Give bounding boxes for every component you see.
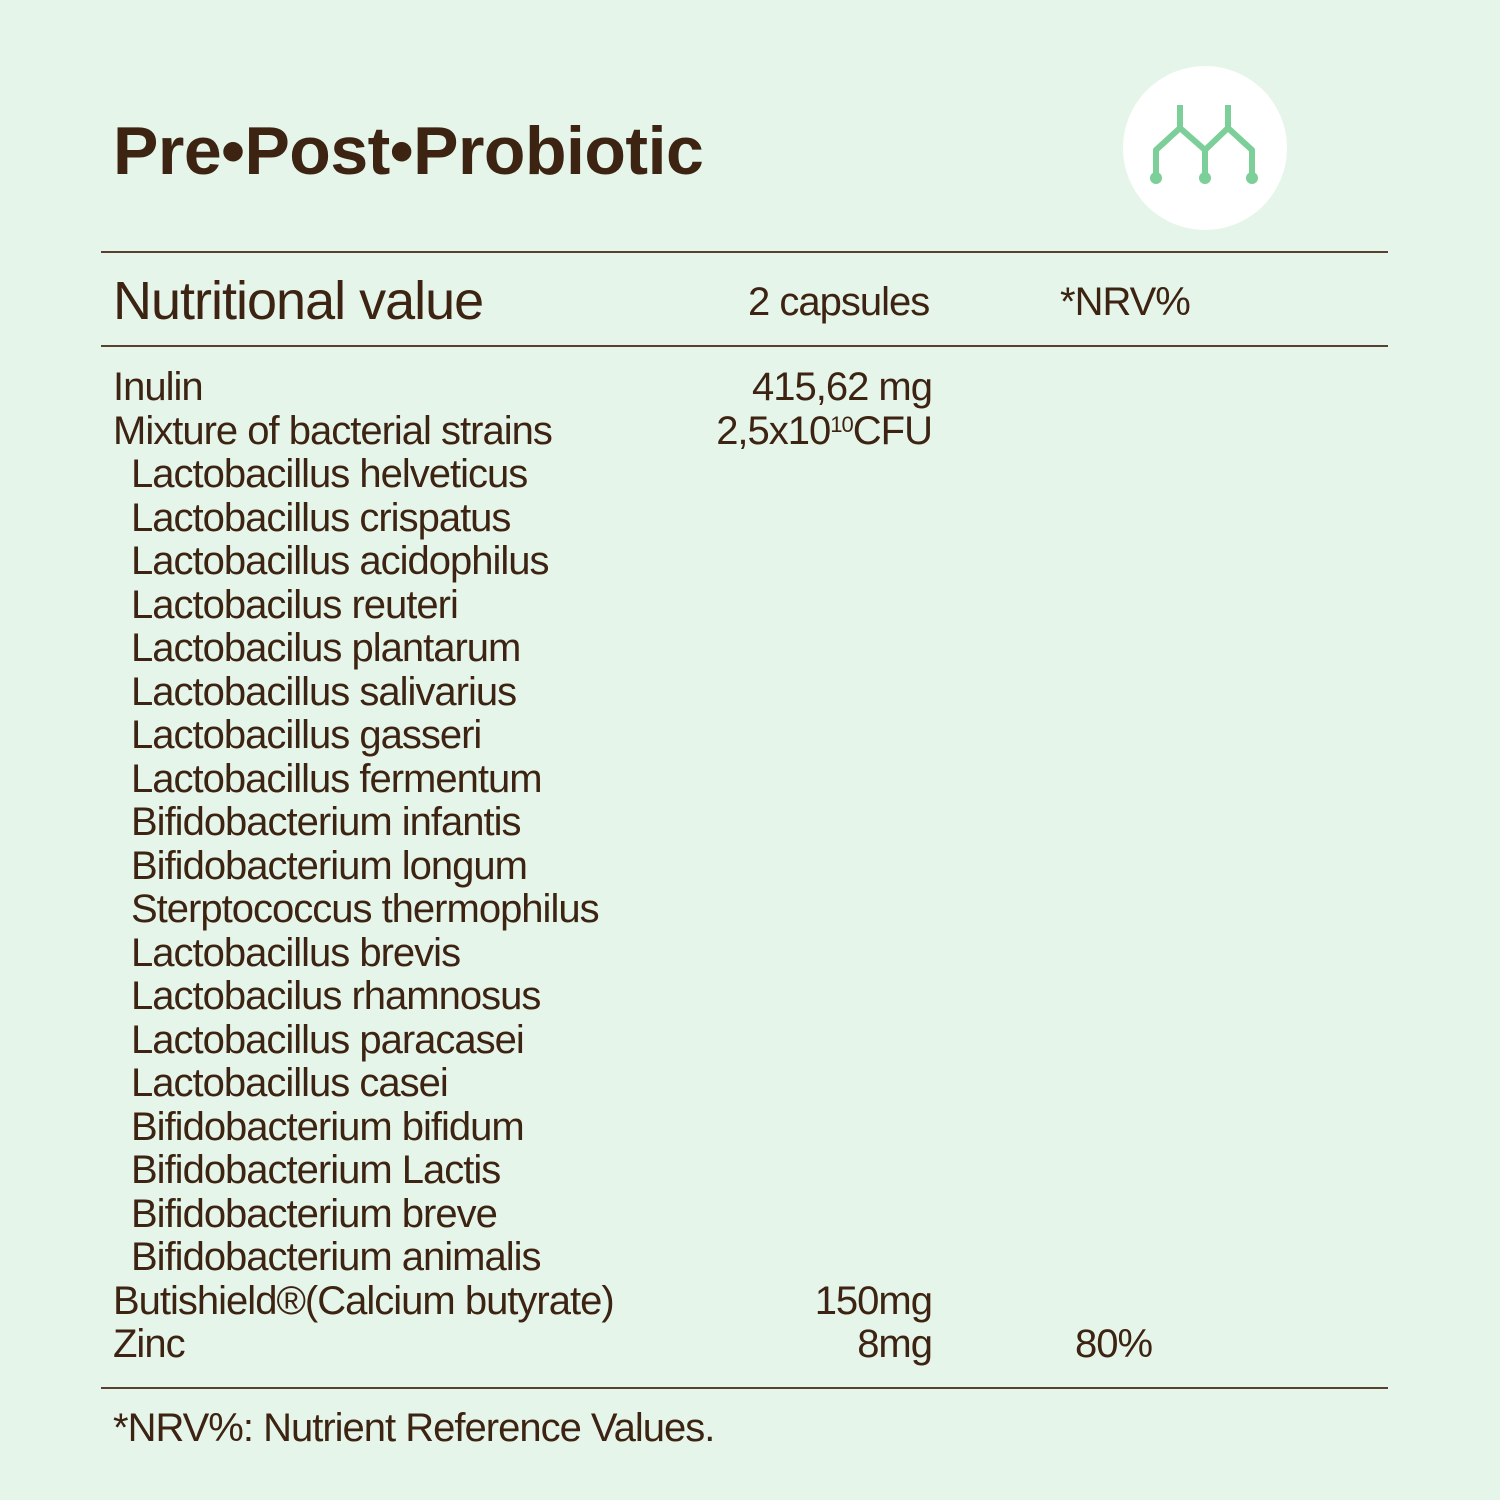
divider	[101, 251, 1388, 253]
table-row: Lactobacillus acidophilus	[113, 539, 1313, 584]
ingredient-name: Sterptococcus thermophilus	[131, 887, 600, 931]
ingredient-name: Bifidobacterium infantis	[131, 800, 522, 844]
table-row: Lactobacilus reuteri	[113, 582, 1313, 628]
ingredient-name: Lactobacilus reuteri	[131, 582, 459, 627]
ingredient-name: Lactobacillus gasseri	[131, 713, 482, 757]
ingredient-name: Lactobacillus acidophilus	[131, 539, 549, 583]
divider	[101, 345, 1388, 347]
amount-base: 2,5x10	[716, 408, 831, 453]
nutrition-table: Inulin 415,62 mg Mixture of bacterial stra…	[113, 365, 1313, 1367]
ingredient-name: Bifidobacterium longum	[131, 843, 528, 888]
ingredient-name: Lactobacillus casei	[131, 1061, 449, 1105]
table-row: Inulin 415,62 mg	[113, 365, 1313, 410]
header-nutritional-value: Nutritional value	[113, 271, 484, 331]
ingredient-name: Lactobacillus fermentum	[131, 756, 543, 801]
amount-unit: CFU	[852, 408, 933, 453]
divider	[101, 1387, 1388, 1389]
amount-exponent: 10	[830, 411, 854, 437]
table-row: Bifidobacterium infantis	[113, 800, 1313, 845]
ingredient-name: Bifidobacterium bifidum	[131, 1104, 525, 1149]
table-row: Lactobacillus brevis	[113, 930, 1313, 976]
table-row: Lactobacillus fermentum	[113, 756, 1313, 802]
ingredient-name: Lactobacillus paracasei	[131, 1017, 525, 1062]
ingredient-name: Lactobacilus plantarum	[131, 626, 521, 670]
table-row: Lactobacillus helveticus	[113, 452, 1313, 497]
ingredient-name: Butishield®(Calcium butyrate)	[113, 1278, 615, 1323]
table-row: Lactobacillus crispatus	[113, 495, 1313, 541]
ingredient-name: Zinc	[113, 1322, 186, 1366]
table-row: Lactobacillus paracasei	[113, 1017, 1313, 1063]
table-row: Lactobacillus salivarius	[113, 669, 1313, 715]
table-row: Mixture of bacterial strains 2,5x1010CFU	[113, 408, 1313, 454]
ingredient-name: Lactobacillus crispatus	[131, 495, 511, 540]
table-row: Butishield®(Calcium butyrate) 150mg	[113, 1278, 1313, 1324]
table-row: Bifidobacterium longum	[113, 843, 1313, 889]
table-row: Sterptococcus thermophilus	[113, 887, 1313, 932]
footnote: *NRV%: Nutrient Reference Values.	[113, 1406, 715, 1450]
ingredient-name: Bifidobacterium breve	[131, 1191, 498, 1236]
ingredient-name: Bifidobacterium Lactis	[131, 1148, 501, 1192]
ingredient-nrv: 80%	[1075, 1322, 1153, 1366]
header-nrv: *NRV%	[1060, 280, 1191, 324]
ingredient-name: Lactobacillus brevis	[131, 930, 461, 975]
ingredient-name: Lactobacillus salivarius	[131, 669, 517, 714]
ingredient-amount: 415,62 mg	[751, 365, 933, 409]
table-row: Lactobacilus plantarum	[113, 626, 1313, 671]
ingredient-name: Mixture of bacterial strains	[113, 408, 553, 453]
table-row: Bifidobacterium Lactis	[113, 1148, 1313, 1193]
ingredient-amount: 8mg	[857, 1322, 933, 1366]
ingredient-name: Inulin	[113, 365, 204, 409]
ingredient-name: Lactobacillus helveticus	[131, 452, 528, 496]
ingredient-name: Lactobacilus rhamnosus	[131, 974, 541, 1018]
table-row: Bifidobacterium bifidum	[113, 1104, 1313, 1150]
table-row: Bifidobacterium breve	[113, 1191, 1313, 1237]
ingredient-name: Bifidobacterium animalis	[131, 1235, 542, 1279]
ingredient-amount: 150mg	[814, 1278, 933, 1323]
table-row: Lactobacilus rhamnosus	[113, 974, 1313, 1019]
ingredient-amount: 2,5x1010CFU	[716, 408, 933, 454]
table-row: Lactobacillus casei	[113, 1061, 1313, 1106]
table-row: Zinc 8mg 80%	[113, 1322, 1313, 1367]
branching-molecule-icon	[1123, 66, 1287, 230]
table-row: Bifidobacterium animalis	[113, 1235, 1313, 1280]
table-row: Lactobacillus gasseri	[113, 713, 1313, 758]
product-title: Pre•Post•Probiotic	[113, 113, 704, 189]
header-amount: 2 capsules	[748, 280, 930, 324]
